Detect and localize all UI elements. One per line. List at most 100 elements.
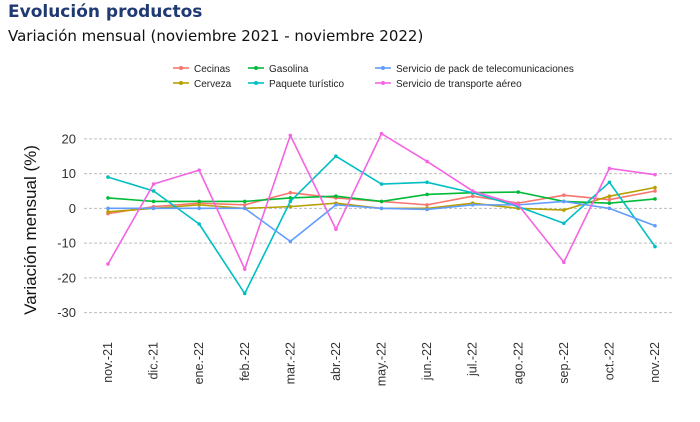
data-point (607, 206, 612, 211)
data-point (288, 199, 293, 204)
y-tick-label: -20 (57, 270, 76, 285)
data-point (197, 168, 201, 172)
legend-label: Cecinas (194, 64, 230, 75)
data-point (653, 189, 657, 193)
x-tick-label: jun.-22 (420, 342, 434, 381)
data-point (379, 199, 384, 204)
x-tick-label: oct.-22 (602, 342, 616, 380)
x-tick-label: mar.-22 (283, 342, 297, 384)
data-point (562, 199, 566, 204)
data-point (288, 204, 293, 209)
legend-key-point (381, 66, 385, 70)
data-point (470, 194, 475, 198)
legend: Cecinas Cerveza Gasolina Paquete turístico S… (173, 64, 574, 90)
data-point (334, 194, 338, 198)
legend-label: Servicio de pack de telecomunicaciones (396, 64, 574, 75)
x-tick-label: ago.-22 (511, 342, 525, 384)
data-point (425, 203, 429, 207)
data-point (653, 172, 657, 177)
data-point (379, 206, 384, 211)
legend-entry: Paquete turístico (248, 79, 344, 90)
data-point (151, 189, 156, 193)
data-point (106, 175, 110, 179)
data-point (334, 227, 338, 232)
data-point (470, 203, 475, 207)
x-tick-label: jul.-22 (466, 342, 480, 377)
y-tick-label: 0 (69, 201, 76, 216)
x-tick-label: dic.-21 (147, 342, 161, 380)
data-point (653, 244, 657, 249)
data-point (562, 193, 566, 197)
legend-entry: Servicio de pack de telecomunicaciones (375, 64, 574, 75)
data-point (425, 159, 429, 164)
data-point (242, 267, 247, 271)
data-point (653, 185, 657, 190)
chart-title: Evolución productos (8, 2, 203, 22)
data-point (607, 197, 612, 202)
data-point (106, 262, 110, 266)
data-point (106, 196, 110, 200)
legend-label: Gasolina (269, 64, 309, 75)
data-point (242, 291, 247, 296)
data-point (425, 192, 429, 197)
data-point (151, 199, 156, 204)
data-point (562, 221, 566, 226)
data-point (242, 203, 247, 207)
data-point (653, 197, 657, 201)
legend-key-point (179, 66, 183, 70)
data-point (334, 154, 338, 159)
legend-key-point (254, 66, 258, 70)
data-point (288, 133, 293, 138)
x-tick-label: nov.-21 (101, 342, 115, 383)
data-point (288, 196, 293, 200)
x-axis-ticks: nov.-21 dic.-21 ene.-22 feb.-22 mar.-22 abr.-… (101, 342, 662, 386)
chart-subtitle: Variación mensual (noviembre 2021 - novi… (8, 27, 424, 45)
data-point (607, 201, 612, 205)
legend-key-point (254, 81, 258, 85)
x-tick-label: may.-22 (375, 342, 389, 386)
x-tick-label: ene.-22 (192, 342, 206, 384)
x-tick-label: nov.-22 (648, 342, 662, 383)
data-point (288, 239, 293, 244)
data-point (607, 166, 612, 171)
data-point (288, 190, 293, 195)
x-tick-label: sep.-22 (557, 342, 571, 384)
data-point (607, 180, 612, 185)
data-point (607, 194, 612, 198)
data-point (379, 182, 384, 186)
legend-label: Servicio de transporte aéreo (396, 79, 522, 90)
legend-key-point (179, 81, 183, 85)
data-point (379, 131, 384, 136)
grid-lines (84, 138, 672, 314)
y-axis-label: Variación mensual (%) (21, 145, 40, 315)
data-point (516, 190, 521, 194)
data-point (197, 203, 201, 207)
data-point (197, 206, 201, 211)
y-tick-label: 20 (62, 131, 76, 146)
y-tick-label: 10 (62, 166, 76, 181)
data-point (151, 182, 156, 186)
data-point (562, 208, 566, 212)
data-point (425, 207, 429, 212)
legend-entry: Gasolina (248, 64, 309, 75)
legend-entry: Servicio de transporte aéreo (375, 79, 522, 90)
data-point (562, 260, 566, 265)
legend-key-point (381, 81, 385, 85)
x-tick-label: abr.-22 (329, 342, 343, 381)
y-tick-label: -10 (57, 236, 76, 251)
data-point (242, 206, 247, 211)
data-point (425, 180, 429, 185)
data-point (516, 203, 521, 207)
data-point (470, 189, 475, 193)
y-axis-ticks: 20 10 0 -10 -20 -30 (57, 131, 76, 320)
x-tick-label: feb.-22 (238, 342, 252, 381)
y-tick-label: -30 (57, 305, 76, 320)
legend-label: Paquete turístico (269, 79, 344, 90)
series-5 (106, 131, 657, 271)
legend-entry: Cecinas (173, 64, 230, 75)
legend-label: Cerveza (194, 79, 232, 90)
data-point (334, 203, 338, 207)
legend-entry: Cerveza (173, 79, 232, 90)
data-point (151, 206, 156, 211)
